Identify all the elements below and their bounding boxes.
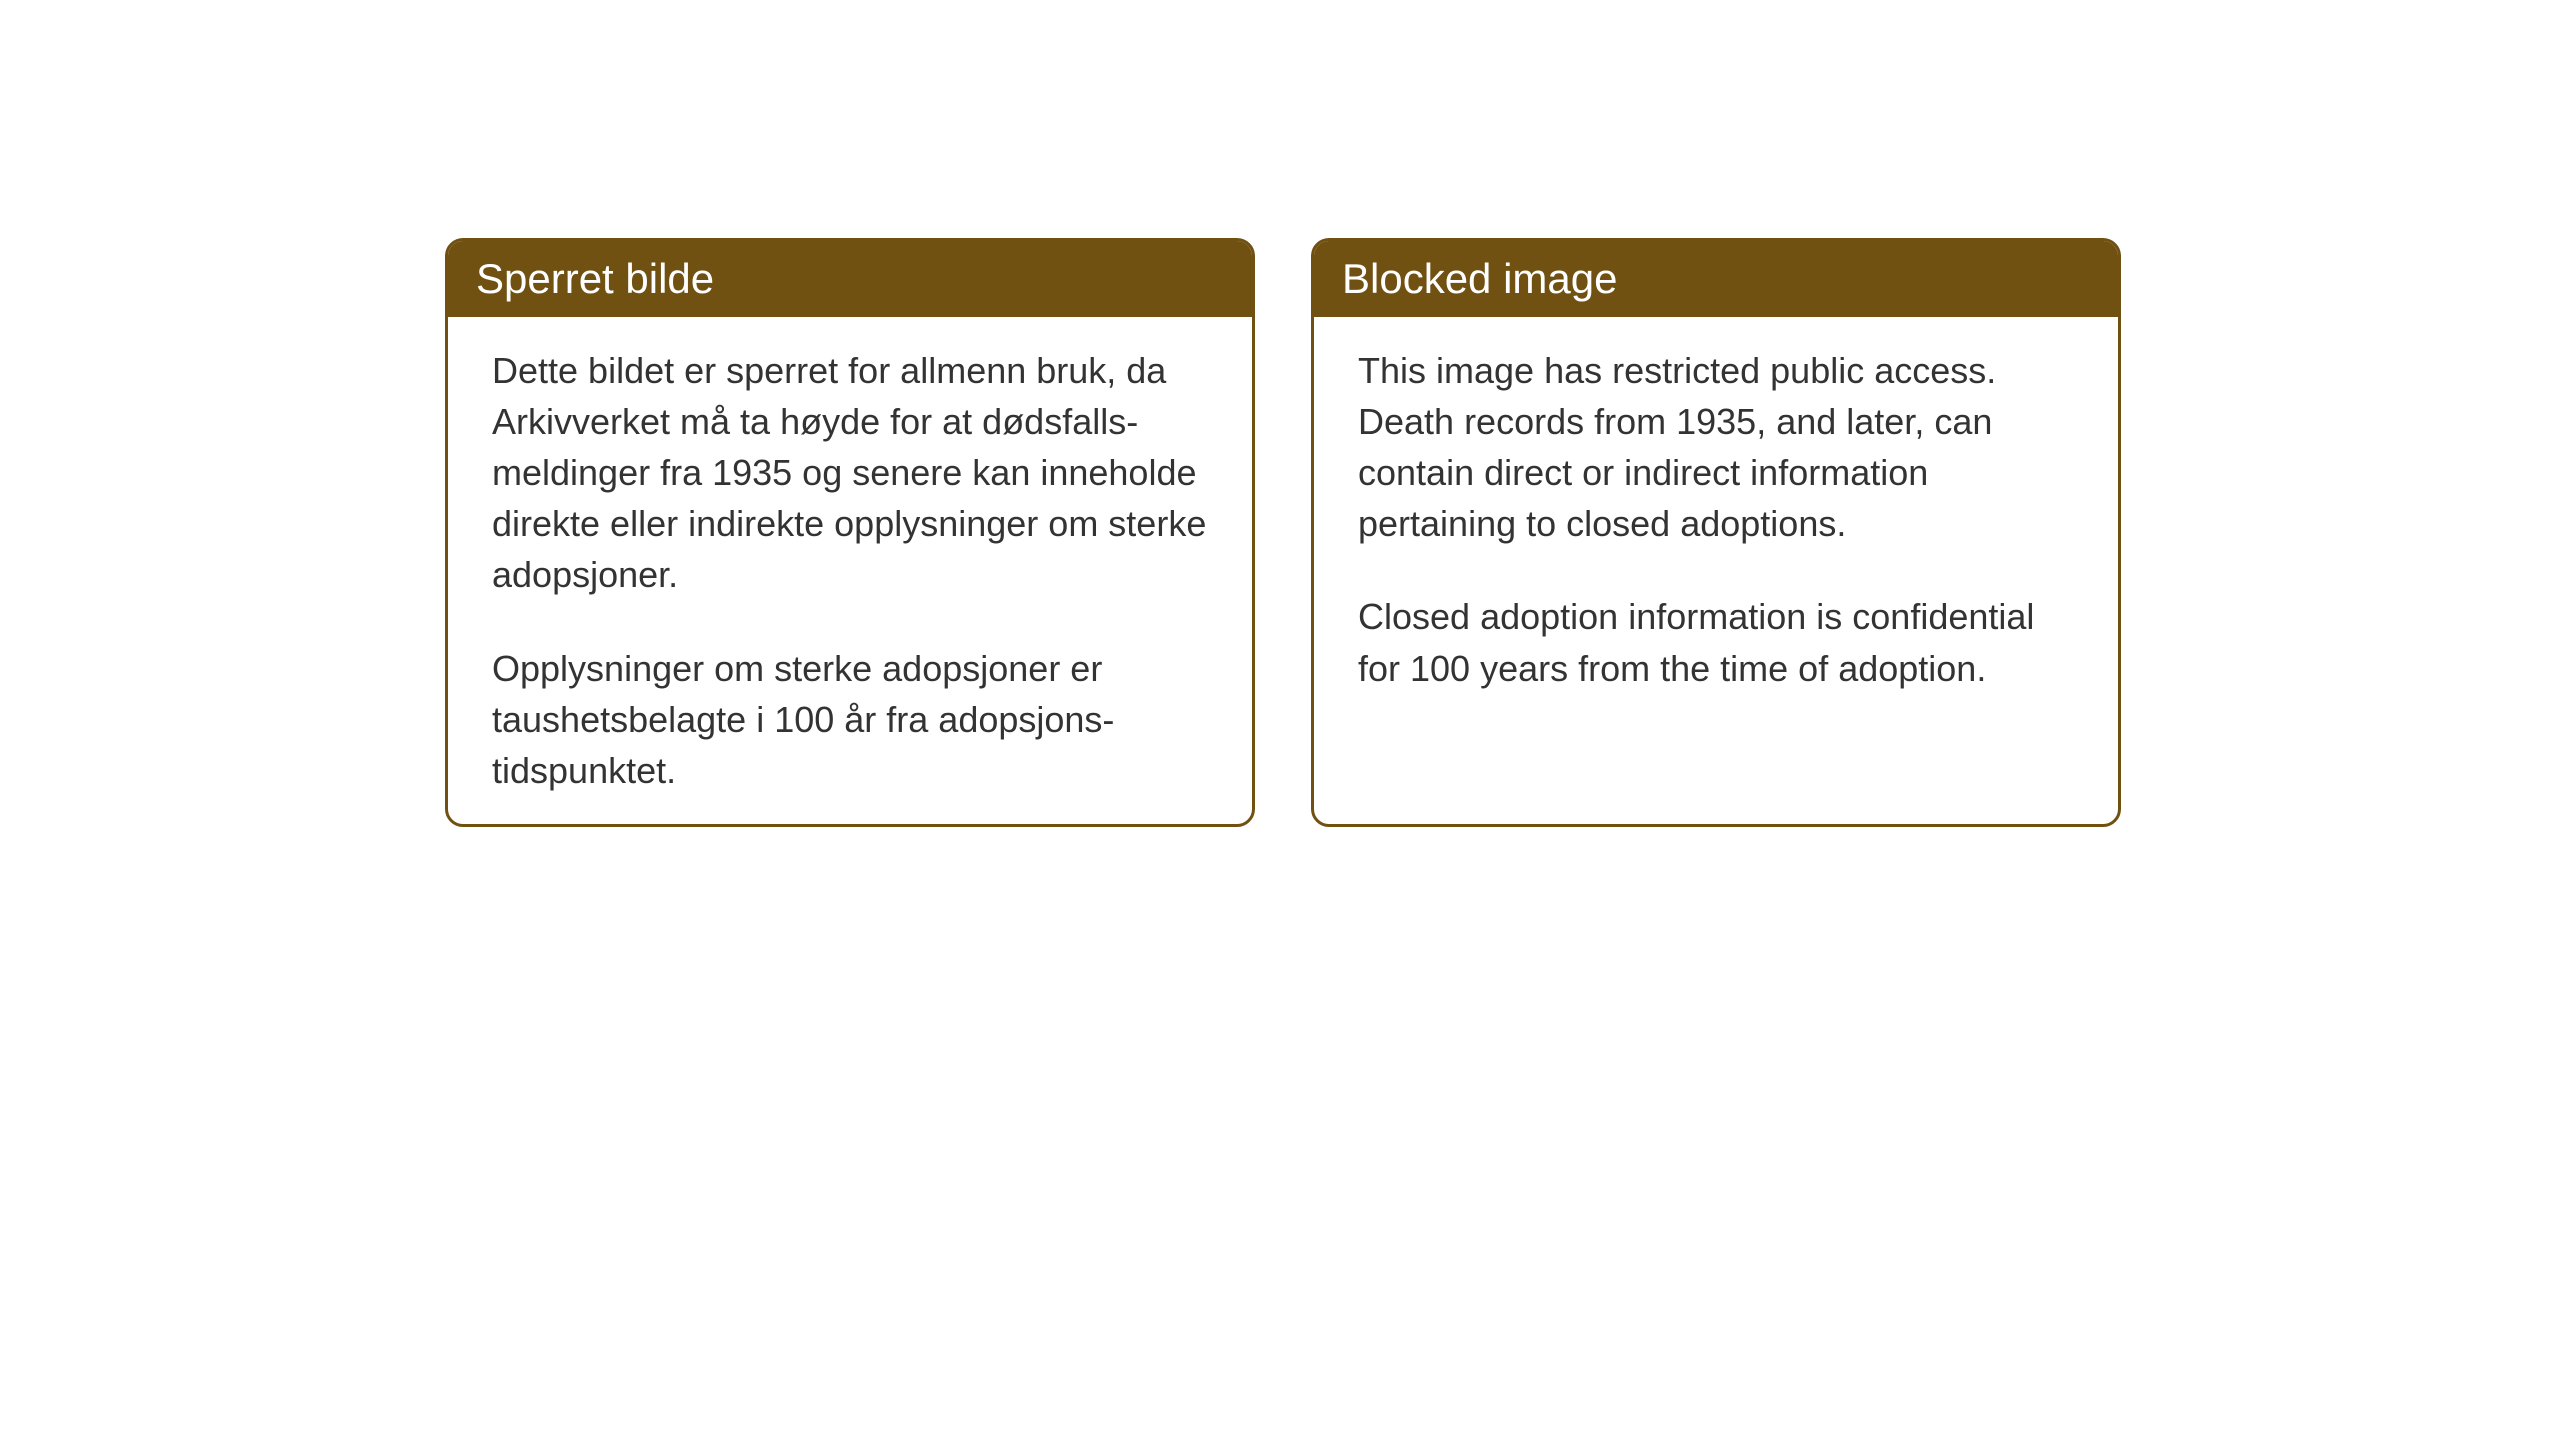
- english-card-body: This image has restricted public access.…: [1314, 317, 2118, 722]
- english-paragraph-1: This image has restricted public access.…: [1358, 345, 2074, 549]
- norwegian-paragraph-1: Dette bildet er sperret for allmenn bruk…: [492, 345, 1208, 601]
- norwegian-paragraph-2: Opplysninger om sterke adopsjoner er tau…: [492, 643, 1208, 796]
- norwegian-card-body: Dette bildet er sperret for allmenn bruk…: [448, 317, 1252, 824]
- english-notice-card: Blocked image This image has restricted …: [1311, 238, 2121, 827]
- norwegian-notice-card: Sperret bilde Dette bildet er sperret fo…: [445, 238, 1255, 827]
- english-paragraph-2: Closed adoption information is confident…: [1358, 591, 2074, 693]
- notice-container: Sperret bilde Dette bildet er sperret fo…: [445, 238, 2121, 827]
- norwegian-card-title: Sperret bilde: [448, 241, 1252, 317]
- english-card-title: Blocked image: [1314, 241, 2118, 317]
